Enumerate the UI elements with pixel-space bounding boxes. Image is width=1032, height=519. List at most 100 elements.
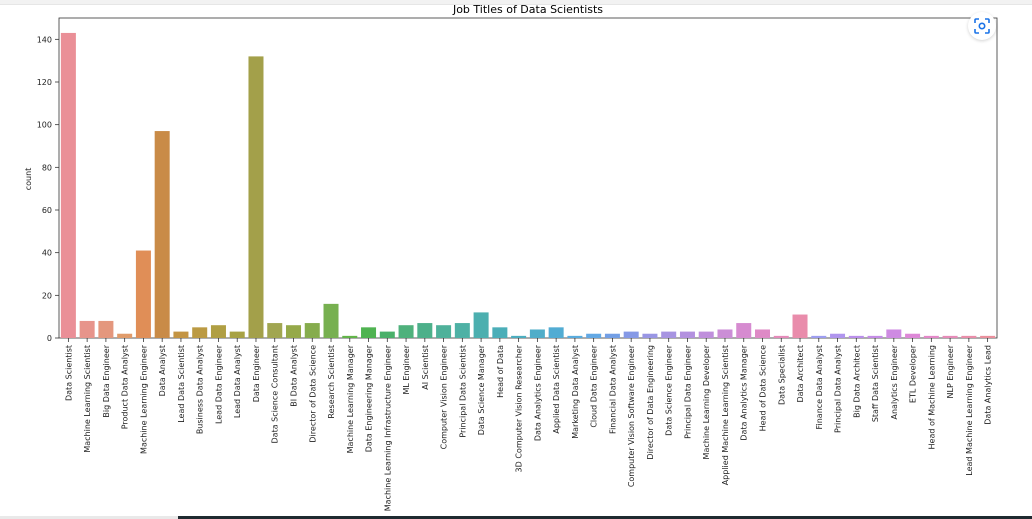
x-tick-label: Machine Learning Engineer [139, 344, 148, 454]
bar [754, 329, 771, 338]
x-tick-label: Data Engineering Manager [365, 344, 374, 452]
y-tick-label: 40 [42, 249, 52, 258]
bottom-left-strip [0, 516, 178, 519]
chart-title: Job Titles of Data Scientists [452, 3, 603, 16]
bar [210, 325, 226, 338]
x-tick-label: Research Scientist [327, 345, 336, 419]
focus-mode-button[interactable] [968, 12, 996, 40]
x-tick-label: ETL Developer [909, 344, 918, 403]
bar [717, 329, 733, 338]
bar [886, 329, 902, 338]
bar [792, 314, 808, 338]
bar [267, 323, 283, 338]
x-tick-label: Marketing Data Analyst [571, 345, 580, 439]
bar [173, 331, 189, 338]
bar [98, 320, 114, 338]
bar [961, 335, 977, 338]
x-tick-label: Data Science Engineer [665, 344, 674, 436]
bar [811, 335, 827, 338]
x-tick-label: Machine Learning Scientist [83, 345, 92, 453]
bar [642, 333, 658, 338]
bar [923, 335, 939, 338]
bar [548, 327, 564, 338]
bar [623, 331, 639, 338]
y-axis-label: count [24, 168, 33, 191]
y-tick-label: 60 [42, 206, 52, 215]
bar [229, 331, 245, 338]
x-tick-label: Data Architect [796, 345, 805, 403]
x-tick-label: Data Analytics Lead [984, 345, 993, 425]
x-tick-label: Data Analytics Engineer [533, 344, 542, 441]
bar [980, 335, 996, 338]
x-tick-label: Lead Data Analyst [233, 345, 242, 418]
x-tick-label: Data Scientist [64, 345, 73, 401]
bar [867, 335, 883, 338]
bar [304, 323, 320, 338]
x-tick-label: Financial Data Analyst [608, 345, 617, 434]
bar [473, 312, 489, 338]
x-tick-label: Data Analyst [158, 345, 167, 396]
bar [361, 327, 377, 338]
bottom-dark-strip [178, 516, 1032, 519]
x-tick-label: Head of Machine Learning [927, 345, 936, 449]
x-tick-label: Principal Data Engineer [683, 344, 692, 439]
bar [905, 333, 921, 338]
x-tick-label: ML Engineer [402, 344, 411, 394]
x-tick-label: Data Engineer [252, 344, 261, 402]
x-tick-label: Computer Vision Engineer [440, 344, 449, 449]
x-tick-label: BI Data Analyst [290, 345, 299, 407]
bar [604, 333, 620, 338]
bar [529, 329, 545, 338]
bar [661, 331, 677, 338]
x-tick-label: Business Data Analyst [196, 345, 205, 434]
x-tick-label: Lead Data Scientist [177, 345, 186, 423]
x-tick-label: Data Specialist [777, 345, 786, 405]
bar [736, 323, 752, 338]
y-tick-label: 0 [47, 334, 52, 343]
x-tick-label: Machine Learning Infrastructure Engineer [383, 344, 392, 511]
bar [698, 331, 714, 338]
bar [830, 333, 846, 338]
top-toolbar-strip [0, 0, 1032, 5]
x-tick-label: Director of Data Science [308, 345, 317, 443]
bar [773, 335, 789, 338]
x-tick-label: AI Scientist [421, 345, 430, 390]
bar [679, 331, 695, 338]
bar [492, 327, 508, 338]
x-tick-label: Big Data Architect [852, 345, 861, 418]
x-tick-label: Data Analytics Manager [740, 344, 749, 440]
bar [342, 335, 358, 338]
bar [117, 333, 133, 338]
x-tick-label: Lead Data Engineer [214, 344, 223, 424]
y-tick-label: 80 [42, 163, 52, 172]
plot-frame [58, 17, 998, 339]
bar [942, 335, 958, 338]
x-tick-label: Product Data Analyst [121, 345, 130, 429]
bar [285, 325, 302, 338]
x-tick-label: Principal Data Scientist [458, 345, 467, 438]
bar [567, 335, 583, 338]
x-tick-label: Applied Machine Learning Scientist [721, 345, 730, 485]
bar [248, 56, 264, 339]
x-tick-label: Director of Data Engineering [646, 345, 655, 460]
bar [436, 325, 452, 338]
x-tick-label: Machine Learning Developer [702, 344, 711, 459]
x-tick-label: Applied Data Scientist [552, 345, 561, 434]
x-tick-label: Data Science Manager [477, 344, 486, 435]
x-tick-label: Big Data Engineer [102, 344, 111, 417]
x-tick-label: Data Science Consultant [271, 345, 280, 443]
x-tick-label: Computer Vision Software Engineer [627, 344, 636, 487]
bar [135, 250, 151, 338]
x-tick-label: Head of Data [496, 345, 505, 398]
bar [454, 323, 470, 338]
x-tick-label: Cloud Data Engineer [590, 344, 599, 427]
x-tick-label: Analytics Engineer [890, 344, 899, 419]
x-tick-label: Principal Data Analyst [834, 345, 843, 433]
x-tick-label: Staff Data Scientist [871, 345, 880, 422]
y-tick-label: 140 [37, 35, 52, 44]
bar [848, 335, 864, 338]
y-tick-label: 20 [42, 291, 52, 300]
bar [60, 32, 76, 338]
bar [586, 333, 602, 338]
